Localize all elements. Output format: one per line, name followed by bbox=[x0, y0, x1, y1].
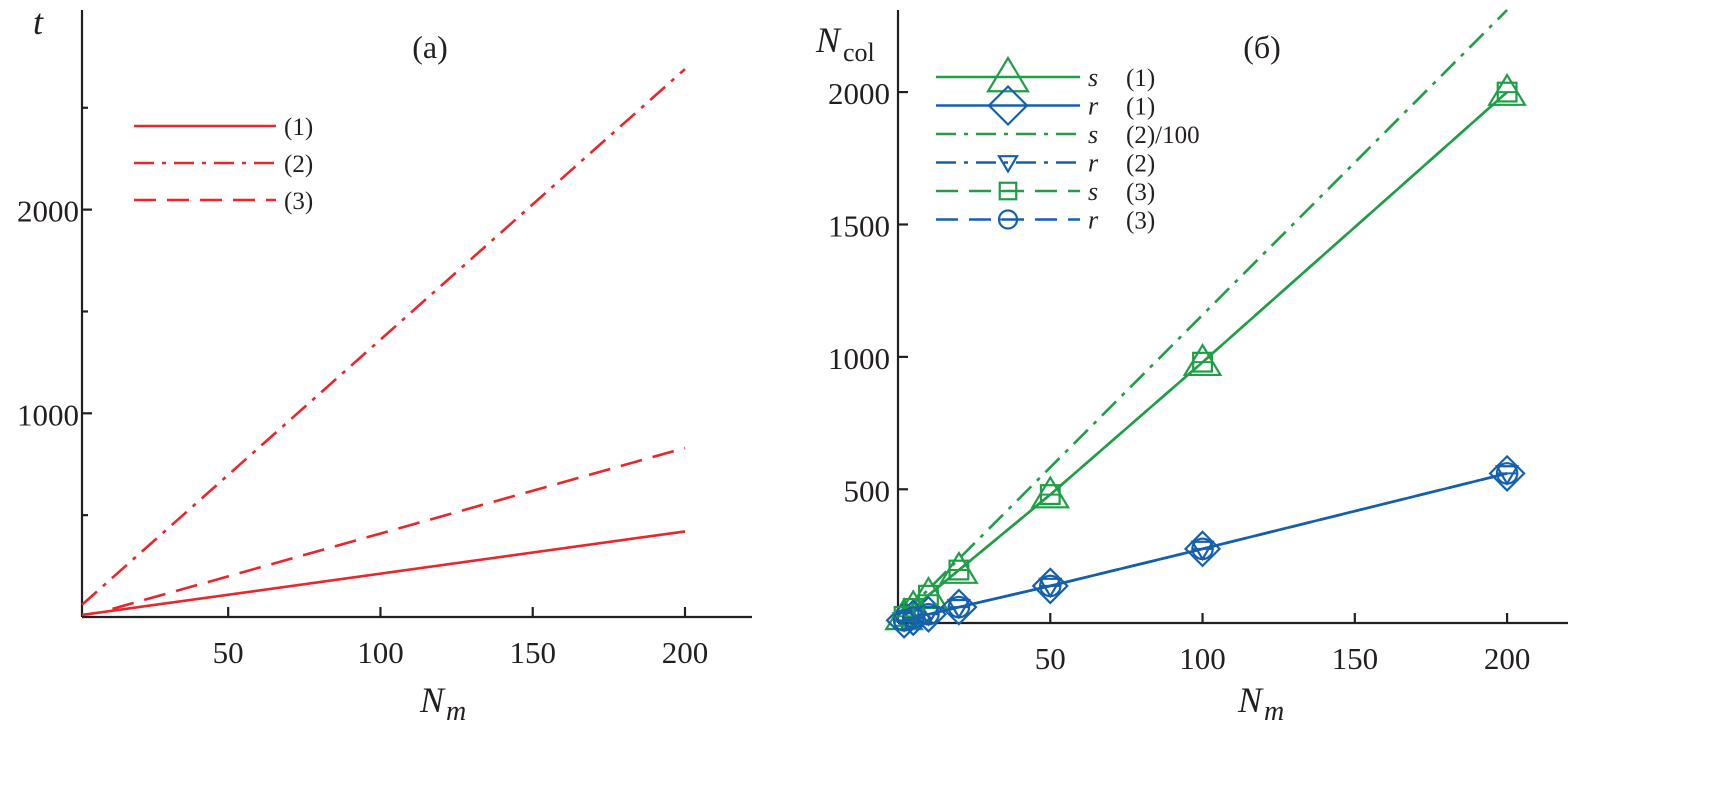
panel-label: (б) bbox=[1243, 29, 1281, 65]
y-tick-label: 1500 bbox=[828, 208, 890, 243]
panel-a-labels: (а) t N m bbox=[33, 2, 466, 727]
series-line bbox=[903, 9, 1509, 615]
legend-symbol: s bbox=[1088, 63, 1098, 92]
y-tick-label: 2000 bbox=[17, 194, 79, 229]
legend-label: (3) bbox=[1126, 179, 1155, 206]
down-triangle-marker bbox=[1494, 465, 1520, 486]
diamond-marker bbox=[885, 601, 923, 639]
x-tick-label: 50 bbox=[1035, 641, 1066, 676]
diamond-marker bbox=[987, 84, 1029, 127]
x-tick-label: 200 bbox=[662, 635, 709, 670]
diamond-marker bbox=[1183, 530, 1222, 568]
panel-a-series bbox=[81, 68, 686, 617]
panel-label: (а) bbox=[412, 29, 448, 65]
y-axis-subscript: col bbox=[843, 38, 875, 67]
x-tick-label: 150 bbox=[1332, 641, 1379, 676]
legend-symbol: s bbox=[1088, 120, 1098, 149]
legend-label: (1) bbox=[284, 114, 313, 141]
panel-a-axes: 50 100 150 200 1000 2000 bbox=[17, 10, 752, 670]
series-line bbox=[112, 446, 686, 611]
legend-label: (3) bbox=[1126, 208, 1155, 235]
panel-a: 50 100 150 200 1000 2000 (1) (2) (3) (а) t N m bbox=[17, 2, 752, 727]
x-tick-label: 200 bbox=[1484, 641, 1531, 676]
legend-label: (1) bbox=[1126, 94, 1155, 121]
legend-symbol: r bbox=[1088, 149, 1099, 178]
panel-b-markers bbox=[884, 72, 1527, 639]
series-line bbox=[903, 91, 1508, 618]
y-axis-title: t bbox=[33, 2, 44, 42]
down-triangle-marker bbox=[1190, 540, 1215, 562]
x-axis-subscript: m bbox=[1264, 696, 1284, 727]
x-tick-label: 150 bbox=[509, 635, 556, 670]
x-tick-label: 50 bbox=[213, 635, 244, 670]
x-axis-title: N bbox=[1237, 680, 1264, 720]
legend-label: (2)/100 bbox=[1126, 122, 1200, 149]
diamond-marker bbox=[894, 599, 932, 637]
y-axis-title: N bbox=[815, 20, 842, 60]
panel-b-series bbox=[903, 9, 1509, 622]
y-tick-label: 2000 bbox=[828, 76, 890, 111]
diamond-marker bbox=[1488, 454, 1526, 492]
panel-b: 50 100 150 200 500 1000 1500 2000 s (1) r (1) s (2)/… bbox=[815, 9, 1568, 727]
diamond-marker bbox=[1031, 567, 1069, 605]
legend-label: (2) bbox=[284, 151, 313, 178]
legend-symbol: r bbox=[1088, 92, 1099, 121]
y-tick-label: 1000 bbox=[17, 397, 79, 432]
legend-label: (2) bbox=[1126, 151, 1155, 178]
down-triangle-marker bbox=[1038, 577, 1063, 599]
triangle-marker bbox=[986, 55, 1030, 93]
legend-label: (3) bbox=[284, 188, 313, 215]
y-tick-label: 500 bbox=[844, 473, 891, 508]
y-tick-label: 1000 bbox=[828, 341, 890, 376]
x-axis-subscript: m bbox=[446, 696, 466, 727]
series-line bbox=[81, 68, 686, 606]
panel-b-legend: s (1) r (1) s (2)/100 r (2) s (3) r (3) bbox=[936, 55, 1200, 235]
down-triangle-marker bbox=[946, 598, 972, 620]
series-line bbox=[81, 530, 686, 617]
x-tick-label: 100 bbox=[1179, 641, 1226, 676]
panel-a-legend: (1) (2) (3) bbox=[134, 114, 313, 215]
diamond-marker bbox=[940, 588, 978, 626]
legend-label: (1) bbox=[1126, 65, 1155, 92]
down-triangle-marker bbox=[997, 155, 1019, 174]
panel-b-axes: 50 100 150 200 500 1000 1500 2000 bbox=[828, 10, 1568, 676]
legend-symbol: s bbox=[1088, 177, 1098, 206]
legend-symbol: r bbox=[1088, 206, 1099, 235]
x-axis-title: N bbox=[419, 680, 446, 720]
x-tick-label: 100 bbox=[357, 635, 404, 670]
